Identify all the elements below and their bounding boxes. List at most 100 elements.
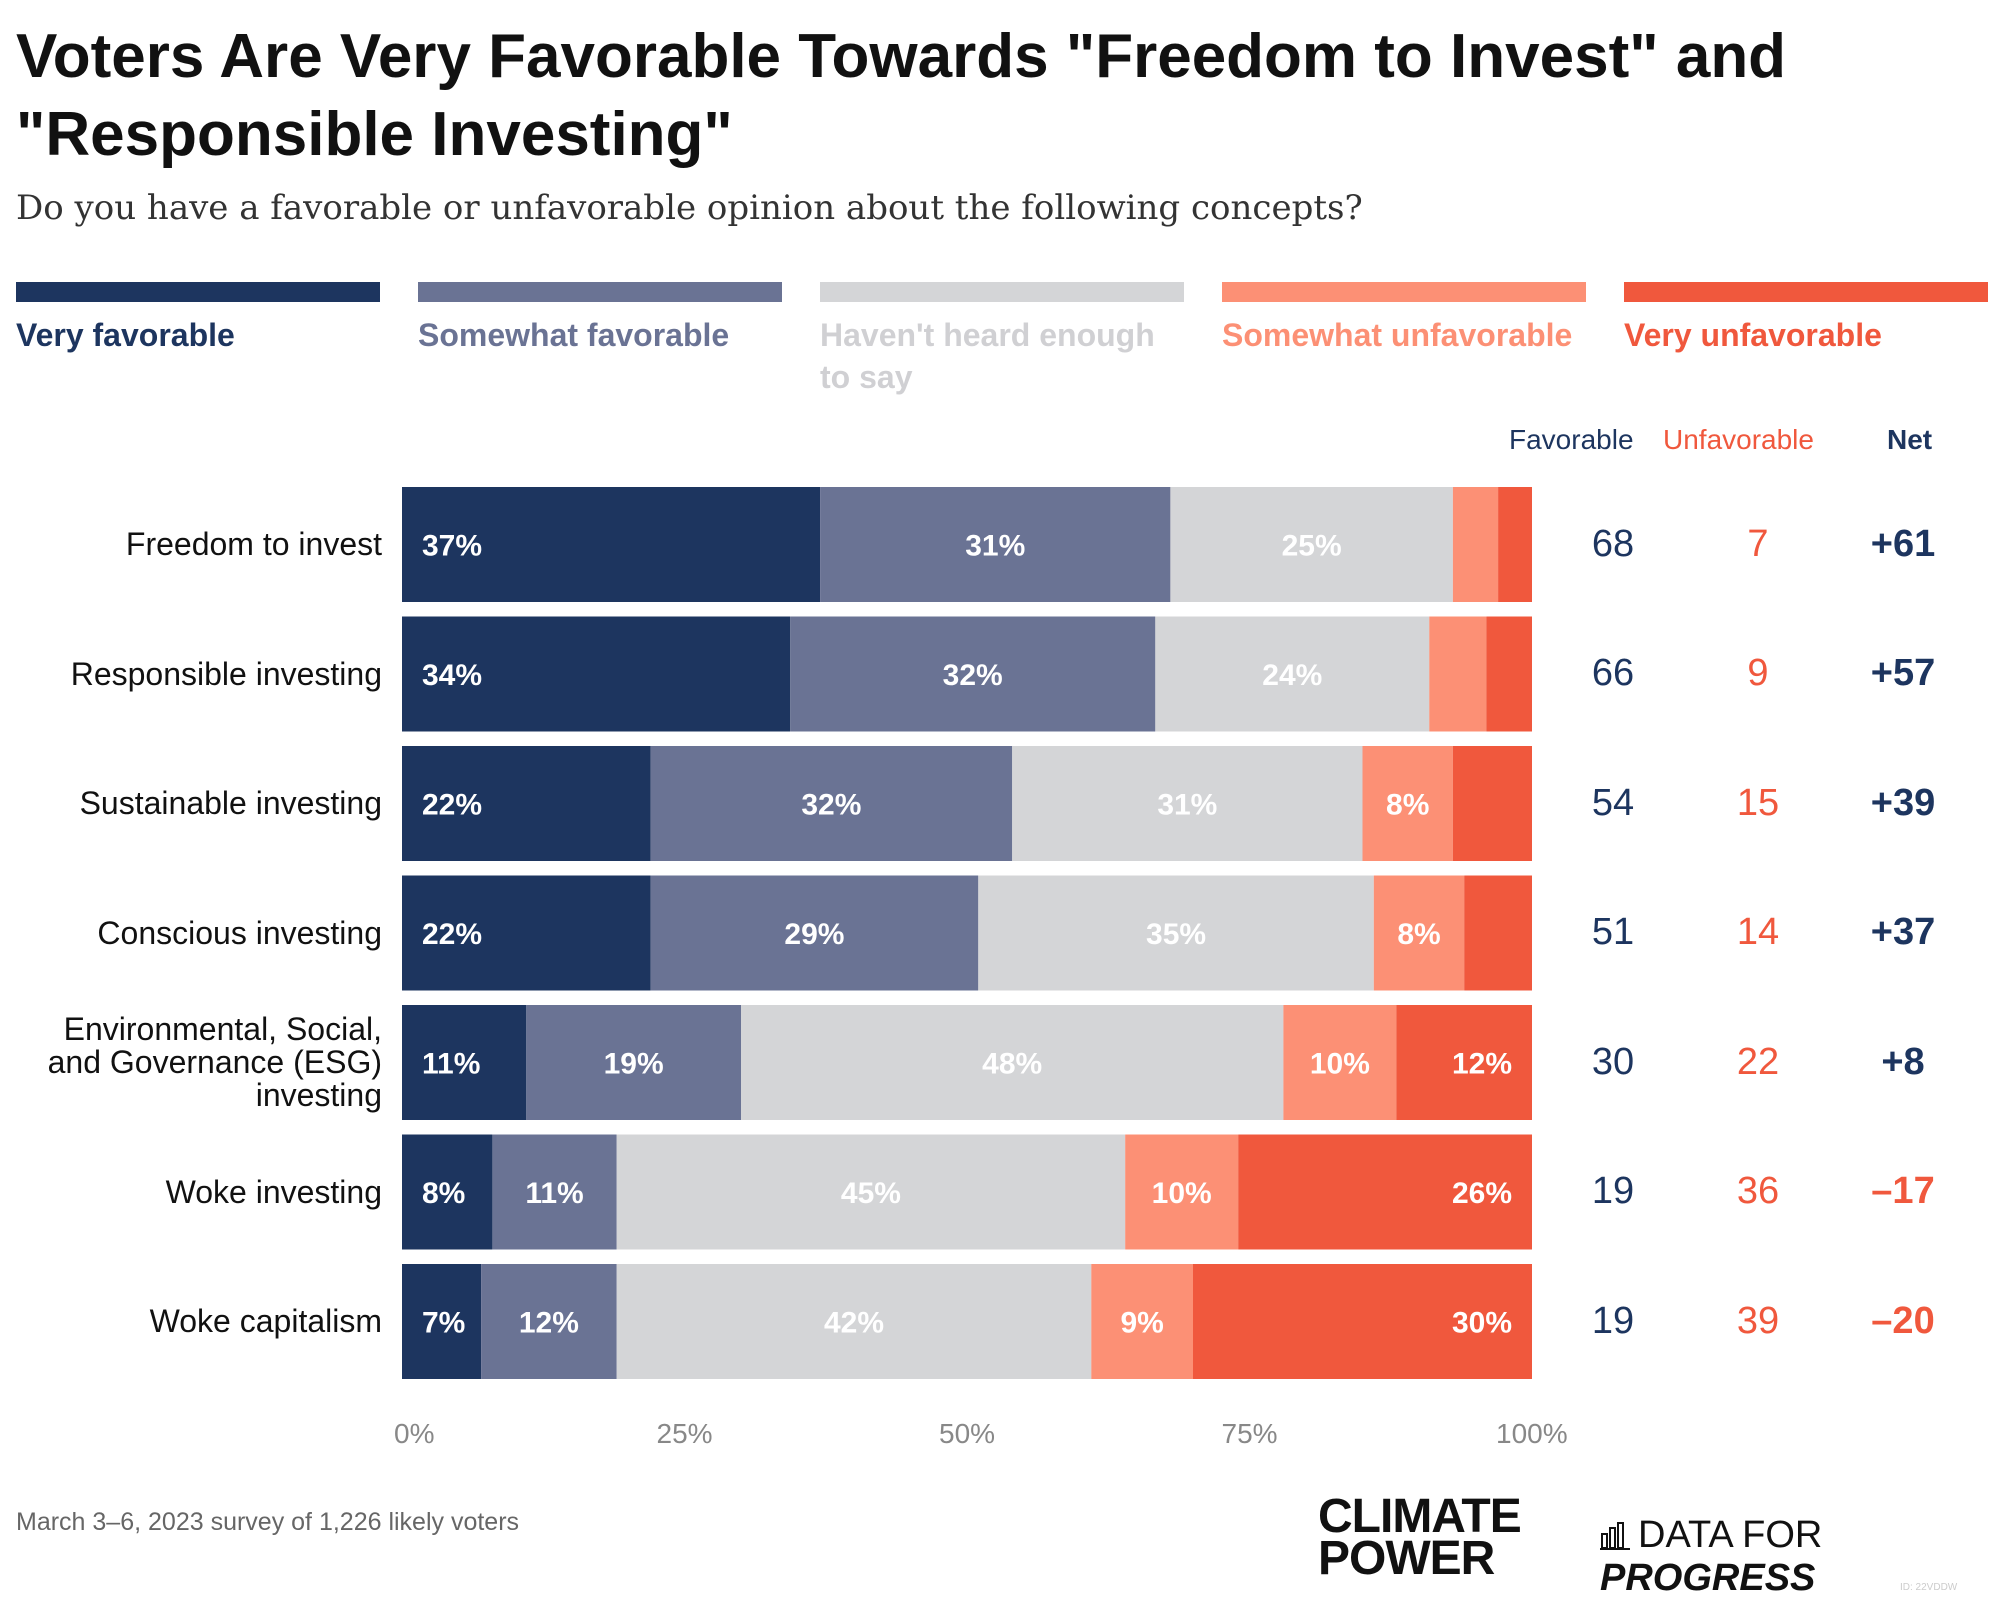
bar-responsible-investing-somewhat-favorable — [790, 616, 1156, 732]
bar-label-freedom-to-invest-somewhat-favorable: 31% — [965, 530, 1025, 563]
bar-label-conscious-investing-very-favorable: 22% — [422, 918, 482, 951]
bar-woke-capitalism-very-unfavorable — [1193, 1264, 1532, 1379]
legend: Very favorable Somewhat favorable Haven'… — [0, 282, 1999, 395]
net-value-freedom-to-invest: +61 — [1870, 522, 1936, 565]
bar-woke-investing-somewhat-unfavorable — [1125, 1134, 1239, 1250]
unfavorable-value-environmental-social-and-governance-esg-investing: 22 — [1736, 1040, 1780, 1083]
x-tick-0: 0% — [394, 1418, 435, 1449]
legend-item-somewhat-unfavorable: Somewhat unfavorable — [1222, 282, 1586, 356]
bar-woke-investing-haven-t-heard-enough-to-say — [616, 1134, 1126, 1250]
bar-label-sustainable-investing-very-favorable: 22% — [422, 789, 482, 822]
row-label-woke-capitalism: Woke capitalism — [149, 1303, 382, 1339]
unfavorable-value-conscious-investing: 14 — [1736, 911, 1780, 953]
bar-woke-capitalism-somewhat-favorable — [481, 1264, 617, 1379]
bar-conscious-investing-somewhat-favorable — [650, 875, 979, 991]
chart-title: Voters Are Very Favorable Towards "Freed… — [16, 22, 1787, 169]
favorable-value-conscious-investing: 51 — [1591, 911, 1635, 953]
legend-swatch-not-heard — [820, 282, 1184, 302]
logo-data-for: DATA FOR — [1638, 1514, 1823, 1556]
bar-sustainable-investing-haven-t-heard-enough-to-say — [1012, 746, 1363, 861]
bar-label-woke-investing-somewhat-unfavorable: 10% — [1152, 1177, 1212, 1210]
row-label-freedom-to-invest: Freedom to invest — [125, 526, 382, 562]
bar-conscious-investing-very-unfavorable — [1464, 875, 1532, 991]
bar-freedom-to-invest-haven-t-heard-enough-to-say — [1170, 487, 1453, 602]
x-tick-1: 25% — [656, 1418, 713, 1449]
unfavorable-value-sustainable-investing: 15 — [1736, 781, 1780, 824]
bar-label-sustainable-investing-somewhat-unfavorable: 8% — [1386, 789, 1429, 822]
bar-responsible-investing-very-unfavorable — [1486, 616, 1532, 732]
bar-label-responsible-investing-somewhat-favorable: 32% — [943, 659, 1003, 692]
bar-freedom-to-invest-somewhat-favorable — [820, 487, 1171, 602]
bar-label-woke-capitalism-very-favorable: 7% — [422, 1307, 465, 1340]
bar-environmental-social-and-governance-esg-investing-somewhat-favorable — [526, 1005, 741, 1120]
bar-label-conscious-investing-somewhat-unfavorable: 8% — [1397, 918, 1440, 951]
bar-label-sustainable-investing-haven-t-heard-enough-to-say: 31% — [1157, 789, 1217, 822]
bar-label-woke-investing-very-favorable: 8% — [422, 1177, 465, 1210]
data-for-progress-logo: DATA FOR PROGRESS — [1600, 1514, 1999, 1600]
favorable-value-environmental-social-and-governance-esg-investing: 30 — [1591, 1040, 1635, 1083]
bar-label-conscious-investing-haven-t-heard-enough-to-say: 35% — [1146, 918, 1206, 951]
net-value-woke-investing: –17 — [1871, 1170, 1935, 1212]
net-value-responsible-investing: +57 — [1870, 652, 1936, 694]
column-header-net: Net — [1887, 424, 1933, 455]
bar-label-woke-investing-very-unfavorable: 26% — [1452, 1177, 1512, 1210]
legend-item-somewhat-favorable: Somewhat favorable — [418, 282, 782, 356]
bar-label-sustainable-investing-somewhat-favorable: 32% — [801, 789, 861, 822]
bar-label-responsible-investing-very-favorable: 34% — [422, 659, 482, 692]
legend-item-very-favorable: Very favorable — [16, 282, 380, 356]
bar-freedom-to-invest-very-favorable — [402, 487, 821, 602]
climate-power-logo: CLIMATE POWER — [1318, 1490, 1522, 1585]
row-label-woke-investing: Woke investing — [165, 1173, 382, 1210]
row-label-conscious-investing: Conscious investing — [97, 914, 382, 951]
bar-label-environmental-social-and-governance-esg-investing-very-favorable: 11% — [422, 1048, 480, 1081]
unfavorable-value-woke-capitalism: 39 — [1736, 1299, 1780, 1342]
bar-label-woke-investing-somewhat-favorable: 11% — [525, 1177, 583, 1210]
legend-label-very-favorable: Very favorable — [16, 317, 235, 353]
bar-sustainable-investing-somewhat-unfavorable — [1362, 746, 1453, 861]
bar-woke-capitalism-very-favorable — [402, 1264, 482, 1379]
net-value-sustainable-investing: +39 — [1870, 781, 1936, 824]
bar-woke-investing-somewhat-favorable — [492, 1134, 617, 1250]
bar-environmental-social-and-governance-esg-investing-very-favorable — [402, 1005, 527, 1120]
x-tick-2: 50% — [939, 1418, 996, 1449]
bar-responsible-investing-somewhat-unfavorable — [1429, 616, 1487, 732]
bar-environmental-social-and-governance-esg-investing-haven-t-heard-enough-to-say — [741, 1005, 1284, 1120]
bar-woke-investing-very-unfavorable — [1238, 1134, 1532, 1250]
chart-id: ID: 22VDDW — [1900, 1582, 1958, 1593]
bar-label-environmental-social-and-governance-esg-investing-haven-t-heard-enough-to-say: 48% — [982, 1048, 1042, 1081]
bar-conscious-investing-somewhat-unfavorable — [1373, 875, 1465, 991]
bar-freedom-to-invest-very-unfavorable — [1498, 487, 1532, 602]
bar-label-woke-capitalism-haven-t-heard-enough-to-say: 42% — [824, 1307, 884, 1340]
bar-conscious-investing-very-favorable — [402, 875, 651, 991]
bar-label-environmental-social-and-governance-esg-investing-somewhat-unfavorable: 10% — [1310, 1048, 1370, 1081]
column-header-unfavorable: Unfavorable — [1663, 424, 1814, 455]
bar-label-environmental-social-and-governance-esg-investing-somewhat-favorable: 19% — [604, 1048, 664, 1081]
row-label-responsible-investing: Responsible investing — [70, 655, 382, 692]
x-tick-3: 75% — [1221, 1418, 1278, 1449]
net-value-environmental-social-and-governance-esg-investing: +8 — [1881, 1040, 1925, 1083]
bar-sustainable-investing-very-favorable — [402, 746, 651, 861]
bar-label-freedom-to-invest-haven-t-heard-enough-to-say: 25% — [1282, 530, 1342, 563]
unfavorable-value-woke-investing: 36 — [1736, 1170, 1780, 1212]
net-value-woke-capitalism: –20 — [1871, 1299, 1935, 1342]
legend-label-somewhat-favorable: Somewhat favorable — [418, 317, 730, 353]
bar-label-freedom-to-invest-very-favorable: 37% — [422, 530, 482, 563]
row-label-environmental-social-and-governance-esg-investing: Environmental, Social, and Governance (E… — [47, 1011, 382, 1113]
legend-label-not-heard: Haven't heard enough to say — [820, 317, 1155, 395]
legend-label-very-unfavorable: Very unfavorable — [1624, 317, 1882, 353]
favorable-value-sustainable-investing: 54 — [1591, 781, 1635, 824]
bar-sustainable-investing-somewhat-favorable — [650, 746, 1013, 861]
bar-woke-investing-very-favorable — [402, 1134, 493, 1250]
bar-label-woke-capitalism-very-unfavorable: 30% — [1452, 1307, 1512, 1340]
bar-label-responsible-investing-haven-t-heard-enough-to-say: 24% — [1262, 659, 1322, 692]
legend-label-somewhat-unfavorable: Somewhat unfavorable — [1222, 317, 1573, 353]
legend-swatch-somewhat-favorable — [418, 282, 782, 302]
legend-swatch-somewhat-unfavorable — [1222, 282, 1586, 302]
bar-responsible-investing-haven-t-heard-enough-to-say — [1155, 616, 1430, 732]
logo-progress: PROGRESS — [1600, 1557, 1816, 1599]
unfavorable-value-freedom-to-invest: 7 — [1747, 522, 1769, 565]
x-tick-4: 100% — [1496, 1418, 1568, 1449]
legend-item-not-heard: Haven't heard enough to say — [820, 282, 1184, 398]
bar-woke-capitalism-somewhat-unfavorable — [1091, 1264, 1193, 1379]
footnote: March 3–6, 2023 survey of 1,226 likely v… — [16, 1508, 520, 1536]
